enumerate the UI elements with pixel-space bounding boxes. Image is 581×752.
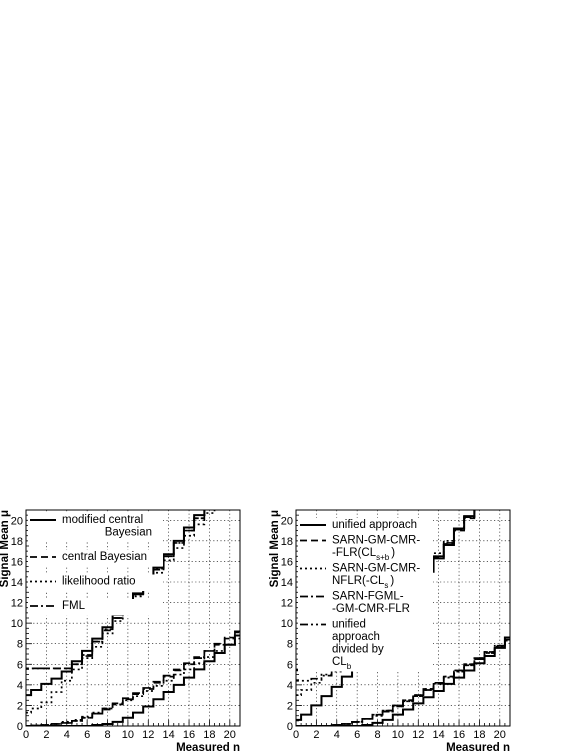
series-4-lower-limit <box>26 631 240 726</box>
legend-paren: ) <box>390 575 394 587</box>
legend-subscript: s <box>384 581 388 590</box>
legend-label-2: SARN-GM-CMR- <box>332 535 420 547</box>
y-tick-label: 12 <box>281 598 293 610</box>
legend-entry-bg <box>298 617 433 672</box>
legend-entry-bg <box>28 513 163 542</box>
x-tick-label: 18 <box>473 729 485 741</box>
legend-entry-bg <box>298 533 433 563</box>
series-1-lower-limit <box>26 634 240 726</box>
legend-label-1: modified central <box>62 514 143 526</box>
legend-label-5: divided by <box>332 644 384 656</box>
y-tick-label: 10 <box>281 618 293 630</box>
y-tick-label: 2 <box>17 700 23 712</box>
legend-label-4: FML <box>62 600 86 612</box>
x-tick-label: 16 <box>453 729 465 741</box>
x-tick-label: 4 <box>64 729 70 741</box>
y-axis-title: Signal Mean μ <box>0 510 11 587</box>
x-tick-label: 14 <box>433 729 445 741</box>
y-tick-label: 0 <box>287 721 293 733</box>
left-chart-panel: 0 2 4 6 8 10 12 14 16 18 2002468101214161820Measur… <box>0 509 241 752</box>
legend-entry-bg <box>28 574 163 591</box>
x-tick-label: 12 <box>412 729 424 741</box>
x-tick-label: 8 <box>104 729 110 741</box>
x-tick-label: 20 <box>224 729 236 741</box>
x-tick-label: 16 <box>183 729 195 741</box>
y-tick-label: 16 <box>11 556 23 568</box>
x-tick-label: 10 <box>392 729 404 741</box>
series-5-lower-limit <box>296 639 510 726</box>
x-axis-title: Measured n <box>446 742 510 752</box>
legend-label-3: likelihood ratio <box>62 576 136 588</box>
x-tick-label: 18 <box>203 729 215 741</box>
x-tick-label: 2 <box>43 729 49 741</box>
legend-subscript: b <box>347 662 352 671</box>
x-axis-title: Measured n <box>176 742 240 752</box>
x-tick-label: 20 <box>494 729 506 741</box>
y-tick-label: 16 <box>281 556 293 568</box>
legend-label-1: Bayesian <box>105 527 152 539</box>
legend-label-5: approach <box>332 631 380 643</box>
legend-entry-bg <box>28 599 163 616</box>
x-tick-label: 0 <box>23 729 29 741</box>
legend-label-4: SARN-FGML- <box>332 591 404 603</box>
x-tick-label: 0 <box>293 729 299 741</box>
y-tick-label: 8 <box>287 639 293 651</box>
y-tick-label: 14 <box>281 577 293 589</box>
x-tick-label: 12 <box>142 729 154 741</box>
x-tick-label: 4 <box>334 729 340 741</box>
y-tick-label: 10 <box>11 618 23 630</box>
x-tick-label: 2 <box>313 729 319 741</box>
y-tick-label: 14 <box>11 577 23 589</box>
y-tick-label: 6 <box>287 659 293 671</box>
legend-label-3: NFLR(-CLs) <box>332 575 394 590</box>
legend-entry-bg <box>298 589 433 619</box>
legend-subscript: s+b <box>376 553 390 562</box>
x-tick-label: 8 <box>374 729 380 741</box>
y-tick-label: 4 <box>17 680 23 692</box>
y-tick-label: 6 <box>17 659 23 671</box>
legend-paren: ) <box>391 547 395 559</box>
series-4-upper-limit <box>26 510 206 670</box>
y-tick-label: 0 <box>17 721 23 733</box>
right-chart-panel: 0 2 4 6 8 10 12 14 16 18 2002468101214161820Measur… <box>269 509 511 752</box>
y-tick-label: 20 <box>11 515 23 527</box>
y-tick-label: 18 <box>281 536 293 548</box>
y-tick-label: 18 <box>11 536 23 548</box>
legend-entry-bg <box>298 518 433 535</box>
y-axis-title: Signal Mean μ <box>269 510 281 587</box>
y-tick-label: 2 <box>287 700 293 712</box>
legend-label-4: -GM-CMR-FLR <box>332 603 410 615</box>
x-tick-label: 14 <box>163 729 175 741</box>
x-tick-label: 6 <box>354 729 360 741</box>
legend-label-3: SARN-GM-CMR- <box>332 563 420 575</box>
x-tick-label: 10 <box>122 729 134 741</box>
y-tick-label: 8 <box>17 639 23 651</box>
series-3-lower-limit <box>26 637 240 726</box>
x-tick-label: 6 <box>84 729 90 741</box>
y-tick-label: 20 <box>281 515 293 527</box>
series-2-upper-limit <box>26 510 206 670</box>
legend-label-2: central Bayesian <box>62 551 147 563</box>
series-1-lower-limit <box>296 636 510 726</box>
y-tick-label: 4 <box>287 680 293 692</box>
legend-label-5: unified <box>332 619 366 631</box>
legend-entry-bg <box>28 550 163 567</box>
legend-label-1: unified approach <box>332 519 417 531</box>
y-tick-label: 12 <box>11 598 23 610</box>
legend-entry-bg <box>298 561 433 591</box>
